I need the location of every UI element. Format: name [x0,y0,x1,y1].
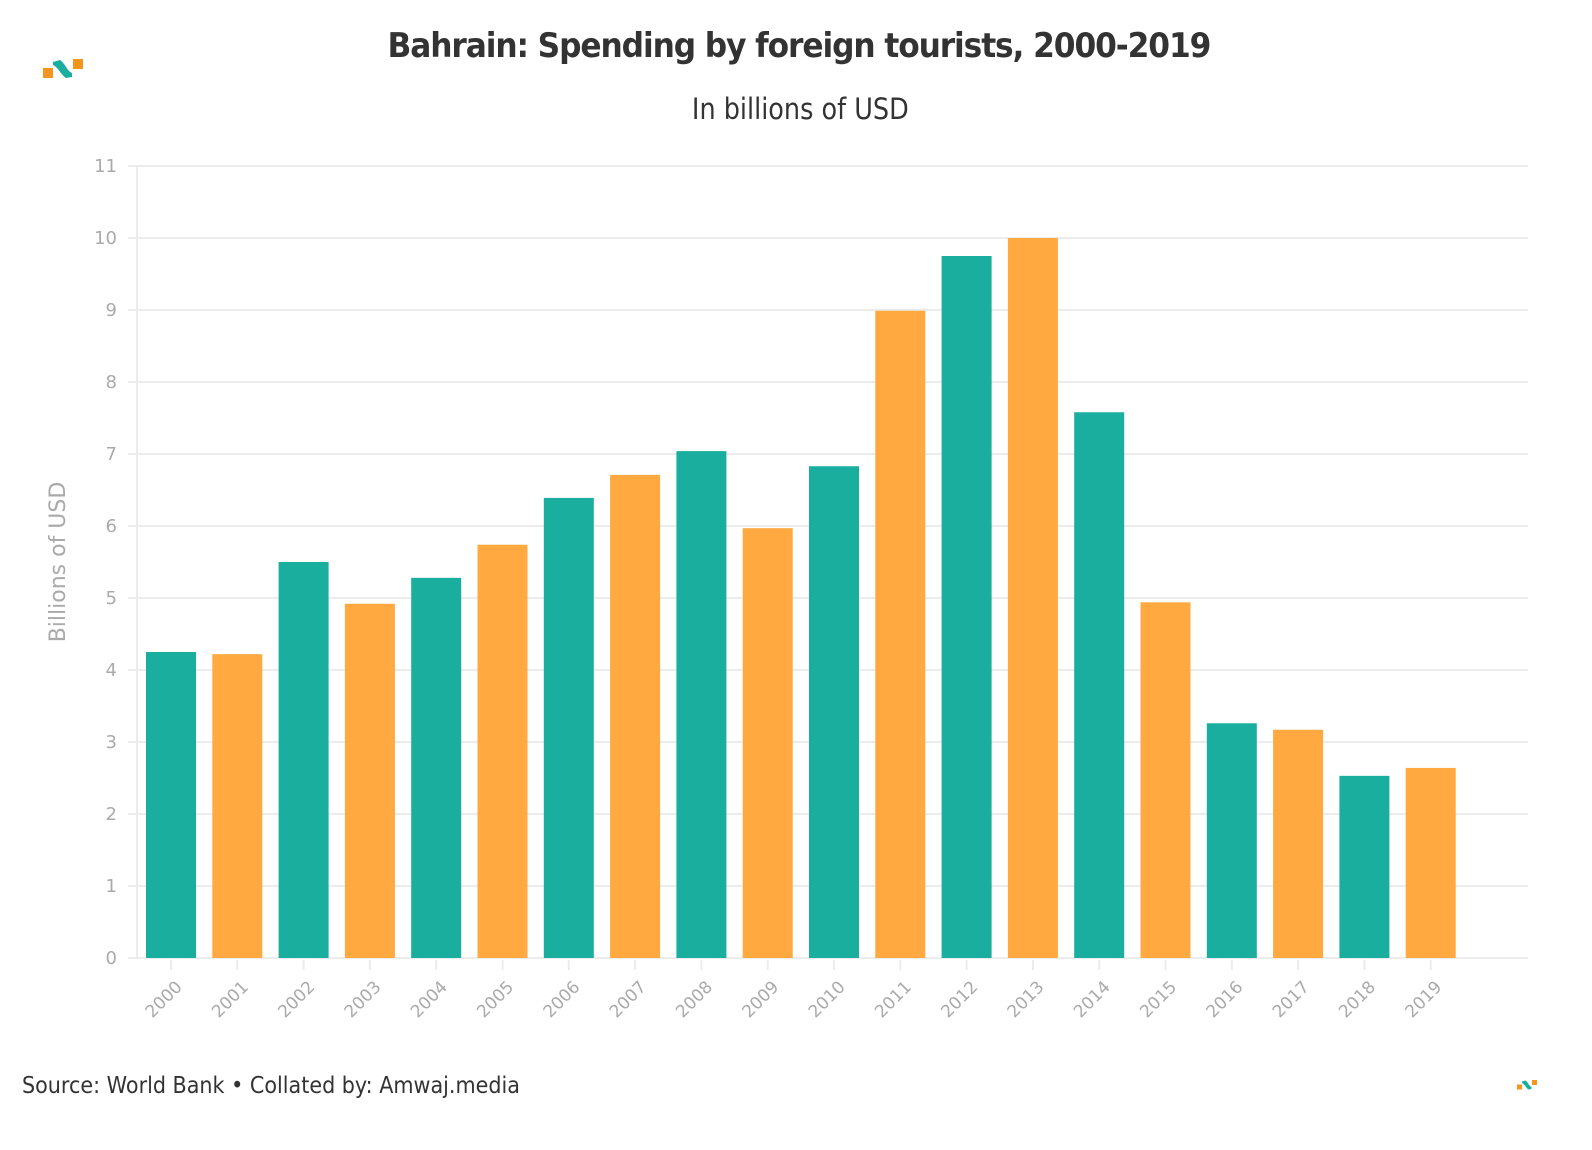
x-tick-label: 2012 [937,977,982,1022]
x-tick-label: 2003 [341,977,386,1022]
bar-2010 [809,466,859,958]
x-tick-label: 2007 [606,977,651,1022]
x-tick-label: 2018 [1335,977,1380,1022]
x-tick-label: 2005 [473,977,518,1022]
bar-2018 [1339,775,1390,958]
chart-subtitle: In billions of USD [691,92,909,126]
x-tick-label: 2001 [208,977,253,1022]
bar-2002 [278,562,329,958]
logo-square-left [1517,1084,1522,1090]
bar-2011 [875,310,926,959]
x-tick-label: 2013 [1004,977,1049,1022]
logo-square-left [43,68,53,78]
bar-2009 [742,528,793,958]
y-tick-label: 0 [106,948,117,969]
bar-2012 [941,256,992,958]
bar-2017 [1273,729,1324,958]
y-tick-label: 5 [106,588,117,609]
bar-2014 [1074,412,1125,958]
bar-2006 [543,497,594,958]
x-axis-ticks: 2000 2001 2002 2003 2004 2005 2006 2007 2008 2009… [142,960,1446,1022]
y-tick-label: 1 [106,876,117,897]
x-tick-label: 2011 [871,977,916,1022]
amwaj-logo-small-icon [1517,1080,1537,1090]
bar-2015 [1140,602,1191,958]
x-tick-label: 2002 [274,977,319,1022]
amwaj-logo-icon [43,59,83,78]
x-tick-label: 2016 [1203,977,1248,1022]
x-tick-label: 2000 [142,977,187,1022]
bar-2007 [610,474,661,958]
x-tick-label: 2015 [1136,977,1181,1022]
y-tick-label: 7 [106,444,117,465]
bars [146,238,1456,959]
y-tick-label: 10 [94,228,117,249]
y-axis-label: Billions of USD [46,482,71,643]
bar-2001 [212,654,263,958]
bar-2019 [1405,767,1456,958]
x-tick-label: 2009 [739,977,784,1022]
y-tick-label: 2 [106,804,117,825]
y-tick-label: 3 [106,732,117,753]
logo-wave [1522,1080,1532,1090]
x-tick-label: 2014 [1070,977,1115,1022]
y-tick-label: 9 [106,300,117,321]
x-tick-label: 2010 [805,977,850,1022]
logo-wave [53,60,72,78]
y-axis-ticks: 0 1 2 3 4 5 6 7 8 9 10 11 [94,156,117,969]
logo-square-right [73,59,83,69]
source-footer: Source: World Bank • Collated by: Amwaj.… [22,1073,520,1099]
bar-2000 [146,652,196,958]
bar-2008 [676,451,727,958]
bar-2016 [1206,723,1257,958]
chart-title: Bahrain: Spending by foreign tourists, 2… [387,26,1211,66]
y-tick-label: 4 [106,660,117,681]
bar-2004 [411,577,462,958]
x-tick-label: 2006 [540,977,585,1022]
x-tick-label: 2017 [1269,977,1314,1022]
bar-2013 [1007,238,1058,958]
bar-2005 [477,544,528,958]
x-tick-label: 2008 [672,977,717,1022]
bar-2003 [344,603,395,958]
y-tick-label: 11 [94,156,117,177]
logo-square-right [1532,1080,1537,1085]
y-tick-label: 6 [106,516,117,537]
y-tick-label: 8 [106,372,117,393]
x-tick-label: 2004 [407,977,452,1022]
x-tick-label: 2019 [1401,977,1446,1022]
